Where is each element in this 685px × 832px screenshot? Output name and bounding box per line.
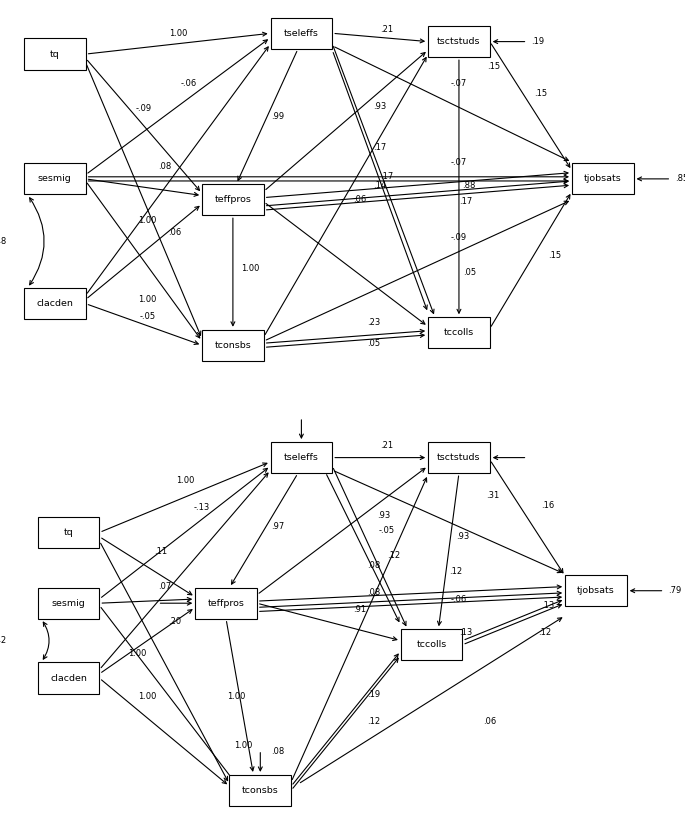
FancyBboxPatch shape	[271, 442, 332, 473]
Text: .93: .93	[377, 512, 390, 520]
Text: 1.00: 1.00	[138, 692, 156, 701]
Text: .91: .91	[353, 605, 366, 614]
Text: .79: .79	[668, 587, 681, 595]
Text: .21: .21	[380, 25, 394, 33]
Text: tccolls: tccolls	[416, 641, 447, 649]
FancyBboxPatch shape	[229, 775, 291, 806]
Text: .07: .07	[158, 582, 171, 591]
Text: .17: .17	[459, 197, 473, 206]
Text: .93: .93	[456, 532, 469, 541]
FancyBboxPatch shape	[195, 587, 257, 619]
Text: clacden: clacden	[50, 674, 87, 682]
Text: .85: .85	[675, 175, 685, 183]
Text: tseleffs: tseleffs	[284, 453, 319, 462]
Text: .12: .12	[366, 717, 380, 726]
Text: tconsbs: tconsbs	[214, 341, 251, 349]
Text: clacden: clacden	[36, 300, 73, 308]
Text: 1.00: 1.00	[169, 29, 187, 37]
Text: .88: .88	[462, 181, 476, 190]
FancyBboxPatch shape	[24, 38, 86, 70]
FancyBboxPatch shape	[24, 163, 86, 195]
Text: .20: .20	[168, 617, 182, 626]
FancyArrowPatch shape	[43, 622, 49, 659]
Text: .12: .12	[387, 551, 401, 560]
Text: .17: .17	[380, 172, 394, 181]
Text: .15: .15	[486, 62, 500, 71]
FancyBboxPatch shape	[428, 442, 490, 473]
Text: .08: .08	[271, 747, 284, 756]
FancyBboxPatch shape	[38, 662, 99, 694]
Text: tjobsats: tjobsats	[584, 175, 622, 183]
Text: -.09: -.09	[136, 104, 152, 112]
FancyBboxPatch shape	[271, 17, 332, 49]
Text: .05: .05	[462, 268, 476, 277]
Text: .06: .06	[168, 229, 182, 237]
Text: 1.00: 1.00	[138, 295, 156, 304]
Text: -.07: -.07	[451, 79, 467, 87]
Text: tseleffs: tseleffs	[284, 29, 319, 37]
Text: teffpros: teffpros	[214, 196, 251, 204]
Text: .08: .08	[158, 162, 171, 171]
Text: .15: .15	[548, 251, 562, 260]
Text: teffpros: teffpros	[208, 599, 245, 607]
Text: tccolls: tccolls	[444, 329, 474, 337]
Text: .31: .31	[486, 491, 500, 499]
FancyBboxPatch shape	[202, 184, 264, 215]
Text: tq: tq	[50, 50, 60, 58]
Text: .99: .99	[271, 112, 284, 121]
FancyArrowPatch shape	[29, 198, 44, 285]
Text: sesmig: sesmig	[51, 599, 86, 607]
Text: 1.00: 1.00	[227, 692, 245, 701]
Text: 1.00: 1.00	[138, 216, 156, 225]
Text: .93: .93	[373, 102, 387, 111]
Text: sesmig: sesmig	[38, 175, 72, 183]
Text: .48: .48	[0, 237, 7, 245]
Text: 1.00: 1.00	[241, 264, 259, 273]
Text: .08: .08	[366, 588, 380, 597]
Text: 1.00: 1.00	[234, 741, 252, 750]
FancyBboxPatch shape	[38, 517, 99, 548]
Text: .19: .19	[531, 37, 544, 46]
Text: 1.00: 1.00	[128, 649, 146, 657]
Text: tsctstuds: tsctstuds	[437, 453, 481, 462]
Text: -.06: -.06	[180, 79, 197, 87]
Text: .21: .21	[380, 441, 394, 449]
FancyBboxPatch shape	[572, 163, 634, 195]
Text: .97: .97	[271, 522, 284, 531]
Text: 1.00: 1.00	[176, 476, 194, 485]
Text: tq: tq	[64, 528, 73, 537]
Text: .12: .12	[538, 628, 551, 636]
Text: tconsbs: tconsbs	[242, 786, 279, 795]
Text: .13: .13	[541, 601, 555, 610]
Text: .16: .16	[541, 501, 555, 510]
FancyBboxPatch shape	[565, 575, 627, 607]
Text: -.06: -.06	[451, 595, 467, 603]
Text: .42: .42	[0, 636, 7, 645]
Text: .13: .13	[459, 628, 473, 636]
FancyBboxPatch shape	[428, 26, 490, 57]
Text: .11: .11	[154, 547, 168, 556]
Text: .23: .23	[366, 318, 380, 327]
Text: .08: .08	[366, 562, 380, 570]
Text: -.09: -.09	[451, 233, 467, 241]
Text: -.05: -.05	[139, 312, 155, 320]
FancyBboxPatch shape	[38, 587, 99, 619]
Text: .06: .06	[353, 196, 366, 204]
Text: .12: .12	[449, 567, 462, 577]
Text: .15: .15	[534, 89, 548, 98]
Text: tjobsats: tjobsats	[577, 587, 615, 595]
FancyBboxPatch shape	[202, 329, 264, 361]
Text: tsctstuds: tsctstuds	[437, 37, 481, 46]
FancyBboxPatch shape	[428, 317, 490, 349]
Text: .19: .19	[366, 691, 380, 699]
Text: .05: .05	[366, 339, 380, 348]
Text: .17: .17	[373, 143, 387, 152]
FancyBboxPatch shape	[401, 629, 462, 661]
Text: .14: .14	[373, 181, 387, 190]
FancyBboxPatch shape	[24, 288, 86, 319]
Text: -.07: -.07	[451, 158, 467, 166]
Text: -.13: -.13	[194, 503, 210, 512]
Text: .06: .06	[483, 717, 497, 726]
Text: -.05: -.05	[379, 526, 395, 535]
